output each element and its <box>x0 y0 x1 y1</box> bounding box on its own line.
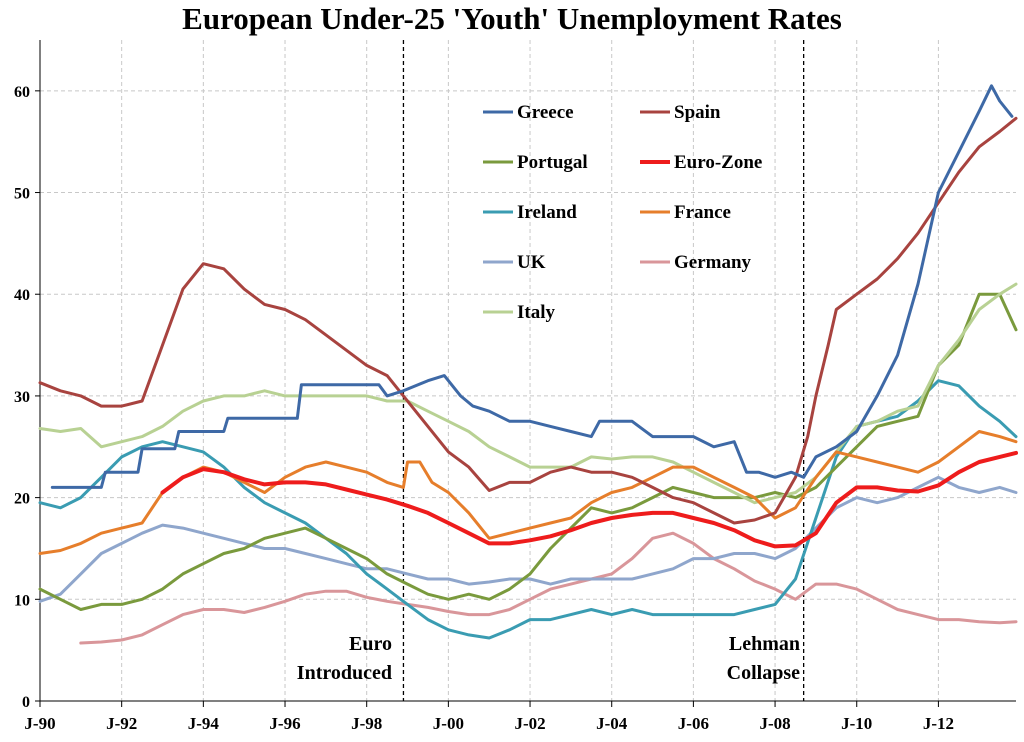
annotation-label: Euro <box>349 633 392 655</box>
annotation-label: Introduced <box>297 662 392 684</box>
x-tick-label: J-12 <box>923 714 954 733</box>
y-tick-label: 60 <box>14 84 30 101</box>
series-line-uk <box>38 475 1018 603</box>
series-line-france <box>38 430 1018 555</box>
x-tick-label: J-96 <box>269 714 300 733</box>
series-line-greece <box>50 84 1014 489</box>
legend-label: Portugal <box>517 152 588 173</box>
legend-label: Italy <box>517 302 556 323</box>
y-tick-label: 20 <box>14 491 30 508</box>
legend-label: Germany <box>674 252 752 273</box>
legend-label: Euro-Zone <box>674 152 762 173</box>
legend-label: Greece <box>517 102 574 123</box>
x-tick-label: J-90 <box>24 714 55 733</box>
legend-label: Spain <box>674 102 721 123</box>
grid-lines <box>40 40 1016 701</box>
x-tick-label: J-00 <box>433 714 464 733</box>
legend: Greece Spain Portugal Euro-Zone Ireland Franc… <box>483 102 762 323</box>
annotation-label: Collapse <box>727 662 800 684</box>
x-tick-label: J-04 <box>596 714 628 733</box>
y-tick-label: 50 <box>14 186 30 203</box>
x-tick-label: J-06 <box>678 714 709 733</box>
x-tick-label: J-08 <box>759 714 790 733</box>
x-tick-label: J-94 <box>188 714 220 733</box>
annotation-label: Lehman <box>729 633 800 655</box>
legend-label: UK <box>517 252 546 273</box>
series-line-spain <box>38 116 1018 525</box>
legend-label: Ireland <box>517 202 577 223</box>
series-line-portugal <box>38 292 1018 611</box>
series-line-euro-zone <box>160 450 1018 549</box>
x-tick-label: J-02 <box>514 714 545 733</box>
series-line-germany <box>79 531 1018 645</box>
annotations: Euro Introduced Lehman Collapse <box>297 633 800 684</box>
x-tick-label: J-10 <box>841 714 872 733</box>
y-tick-label: 0 <box>22 694 30 711</box>
y-tick-label: 10 <box>14 592 30 609</box>
x-tick-label: J-98 <box>351 714 382 733</box>
y-tick-label: 40 <box>14 287 30 304</box>
event-lines <box>402 40 805 701</box>
series-line-italy <box>38 282 1018 505</box>
legend-label: France <box>674 202 731 223</box>
series-group <box>38 84 1018 645</box>
axes: 0 10 20 30 40 50 60 J-90 J-92 J-94 J-96 J-98 J-00 J-0… <box>14 40 1016 733</box>
x-tick-label: J-92 <box>106 714 137 733</box>
y-tick-label: 30 <box>14 389 30 406</box>
chart-title: European Under-25 'Youth' Unemployment R… <box>182 1 842 36</box>
